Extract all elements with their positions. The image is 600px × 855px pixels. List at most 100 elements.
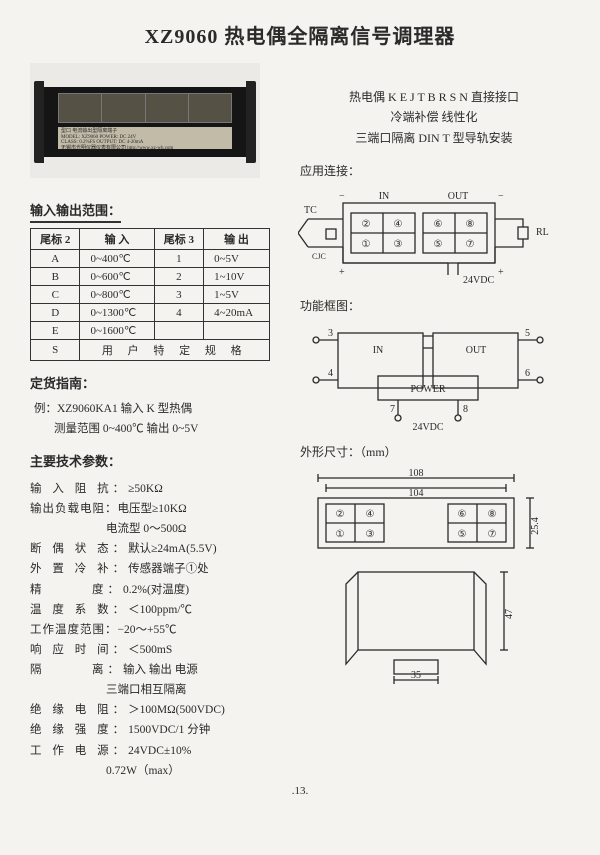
svg-text:⑥: ⑥ [458,509,467,520]
svg-text:6: 6 [525,368,530,379]
specs-title: 主要技术参数： [30,451,280,474]
th-output: 输 出 [204,229,270,250]
svg-text:IN: IN [373,345,384,356]
right-column: 热电偶 K E J T B R S N 直接接口 冷端补偿 线性化 三端口隔离 … [298,63,570,781]
footer-cell: 用 户 特 定 规 格 [80,340,270,361]
cell: 4~20mA [204,304,270,322]
cell: A [31,250,80,268]
spec-v: 传感器端子①处 [128,563,209,575]
spec-v: ＜500mS [128,644,172,656]
spec-k: 温 度 系 数： [30,600,128,620]
svg-text:RL: RL [536,227,549,238]
spec-v: −20～+55℃ [118,624,177,636]
diag2-title: 功能框图： [300,297,570,314]
application-diagram: IN OUT TC CJC RL 24VDC − + − + ② ④ ① ③ ⑥ ⑧… [298,183,558,293]
spec-v: 24VDC±10% [128,745,191,757]
svg-text:①: ① [336,529,345,540]
cell: 0~1300℃ [80,304,154,322]
left-column: 型口 电流输出型隔离端子 MODEL: XZ9060 POWER: DC 24V… [30,63,280,781]
spec-v: 0.2%(对温度) [123,584,189,596]
th-tail3: 尾标 3 [154,229,203,250]
spec-k: 断 偶 状 态： [30,539,128,559]
order-ex2: 测量范围 0~400℃ 输出 0~5V [30,420,280,440]
svg-text:CJC: CJC [312,252,326,261]
svg-text:⑧: ⑧ [466,219,475,230]
spec-k: 精 度： [30,580,123,600]
svg-text:IN: IN [379,191,390,202]
cell: 0~400℃ [80,250,154,268]
cell: 0~5V [204,250,270,268]
cell: 1~5V [204,286,270,304]
block-diagram: IN OUT POWER 24VDC 34 56 78 [298,318,558,433]
photo-label-l4: 无锡市光明仪器仪表有限公司 http://www.xz-wh.com [61,146,229,152]
spec-k: 工 作 电 源： [30,741,128,761]
cell [154,322,203,340]
svg-text:⑦: ⑦ [488,529,497,540]
svg-text:108: 108 [409,468,424,479]
feat-2: 冷端补偿 线性化 [298,107,570,127]
svg-text:−: − [498,191,504,202]
spec-v: ＞100MΩ(500VDC) [128,704,225,716]
svg-text:④: ④ [366,509,375,520]
svg-text:+: + [498,267,504,278]
cell: 1 [154,250,203,268]
th-input: 输 入 [80,229,154,250]
spec-v: 默认≥24mA(5.5V) [128,543,216,555]
spec-k: 输出负载电阻： [30,499,118,519]
svg-text:35: 35 [411,670,421,681]
diag1-title: 应用连接： [300,162,570,179]
svg-text:104: 104 [409,488,424,499]
spec-v2: 电流型 0～500Ω [30,519,280,539]
svg-text:③: ③ [394,239,403,250]
spec-k: 响 应 时 间： [30,640,128,660]
svg-text:47: 47 [504,609,515,619]
product-photo: 型口 电流输出型隔离端子 MODEL: XZ9060 POWER: DC 24V… [30,63,260,178]
svg-text:POWER: POWER [411,384,446,395]
spec-v: 输入 输出 电源 [123,664,198,676]
cell: B [31,268,80,286]
svg-text:OUT: OUT [448,191,469,202]
spec-k: 绝 缘 电 阻： [30,700,128,720]
spec-k: 工作温度范围： [30,620,118,640]
feat-3: 三端口隔离 DIN T 型导轨安装 [298,128,570,148]
spec-v2: 0.72W（max） [30,761,280,781]
cell: 0~600℃ [80,268,154,286]
svg-text:+: + [339,267,345,278]
features: 热电偶 K E J T B R S N 直接接口 冷端补偿 线性化 三端口隔离 … [298,87,570,148]
order-title: 定货指南： [30,373,280,395]
cell: E [31,322,80,340]
spec-k: 绝 缘 强 度： [30,720,128,740]
svg-text:①: ① [362,239,371,250]
range-title: 输入输出范围： [30,200,121,223]
svg-text:25.4: 25.4 [530,517,541,535]
svg-text:24VDC: 24VDC [412,422,443,433]
spec-k: 输 入 阻 抗： [30,479,128,499]
svg-text:8: 8 [463,404,468,415]
svg-text:②: ② [362,219,371,230]
svg-text:⑥: ⑥ [434,219,443,230]
spec-v: 电压型≥10KΩ [118,503,187,515]
range-table: 尾标 2 输 入 尾标 3 输 出 A0~400℃10~5V B0~600℃21… [30,228,270,361]
svg-text:③: ③ [366,529,375,540]
dim-title: 外形尺寸：（mm） [300,443,570,460]
cell: 3 [154,286,203,304]
cell: C [31,286,80,304]
svg-text:④: ④ [394,219,403,230]
svg-text:TC: TC [304,205,317,216]
svg-text:⑤: ⑤ [458,529,467,540]
cell: 0~800℃ [80,286,154,304]
order-ex1: 例：XZ9060KA1 输入 K 型热偶 [30,400,280,420]
svg-text:3: 3 [328,328,333,339]
svg-text:⑤: ⑤ [434,239,443,250]
spec-k: 外 置 冷 补： [30,559,128,579]
spec-v: ≥50KΩ [128,483,163,495]
cell: 1~10V [204,268,270,286]
dimension-drawing: 108 104 25.4 47 35 ② ④ ① ③ ⑥ ⑧ ⑤ ⑦ [298,464,558,684]
svg-text:24VDC: 24VDC [463,275,494,286]
cell: 4 [154,304,203,322]
page-title: XZ9060 热电偶全隔离信号调理器 [30,20,570,49]
th-tail2: 尾标 2 [31,229,80,250]
cell: S [31,340,80,361]
cell: 0~1600℃ [80,322,154,340]
svg-text:−: − [339,191,345,202]
